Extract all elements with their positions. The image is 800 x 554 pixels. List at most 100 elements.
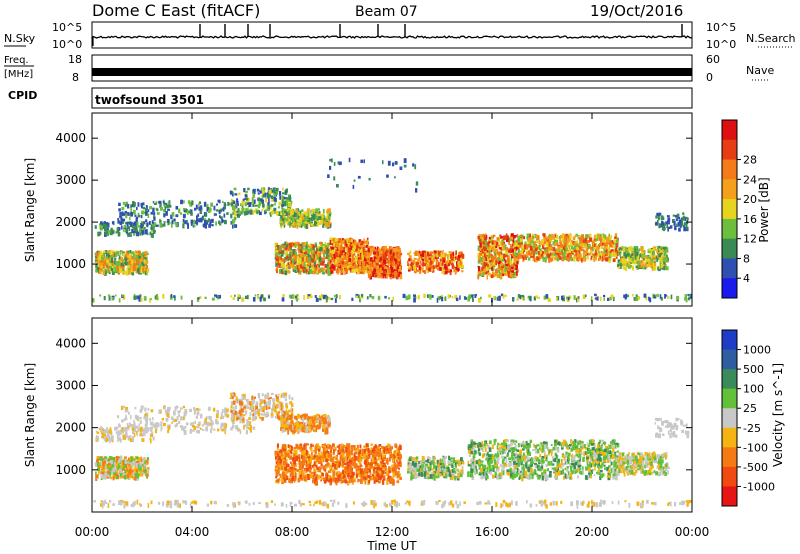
range-gate-cell [351, 297, 354, 301]
range-gate-cell [387, 267, 391, 271]
range-gate-cell [522, 236, 526, 240]
range-gate-cell [257, 192, 260, 195]
range-gate-cell [485, 235, 488, 240]
range-gate-cell [656, 245, 660, 251]
range-gate-cell [489, 260, 492, 263]
range-gate-cell [128, 255, 132, 258]
range-gate-cell [331, 249, 335, 255]
range-gate-cell [477, 253, 480, 258]
range-gate-cell [662, 226, 666, 229]
range-gate-cell [144, 257, 147, 260]
range-gate-cell [359, 297, 361, 303]
range-gate-cell [650, 253, 652, 257]
range-gate-cell [223, 213, 226, 218]
range-gate-cell [380, 269, 384, 274]
range-gate-cell [566, 257, 570, 261]
range-gate-cell [511, 264, 513, 267]
range-gate-cell [234, 208, 237, 214]
power-frame [91, 112, 693, 307]
range-gate-cell [150, 224, 153, 229]
range-gate-cell [665, 252, 668, 255]
range-gate-cell [559, 244, 562, 248]
range-gate-cell [282, 263, 286, 268]
range-gate-cell [277, 206, 280, 209]
range-gate-cell [590, 296, 593, 302]
range-gate-cell [313, 213, 316, 218]
range-gate-cell [536, 239, 539, 243]
range-gate-cell [268, 193, 271, 198]
range-gate-cell [638, 248, 641, 252]
range-gate-cell [119, 250, 122, 255]
range-gate-cell [305, 257, 309, 262]
range-gate-cell [612, 249, 616, 255]
range-gate-cell [302, 257, 304, 262]
range-gate-cell [109, 260, 111, 264]
range-gate-cell [464, 297, 467, 300]
range-gate-cell [132, 202, 136, 207]
range-gate-cell [567, 243, 569, 248]
range-gate-cell [661, 221, 664, 225]
range-gate-cell [292, 249, 295, 254]
freq-tick-bottom: 8 [72, 71, 79, 84]
range-gate-cell [610, 234, 613, 239]
range-gate-cell [229, 190, 232, 193]
range-gate-cell [341, 240, 344, 245]
range-gate-cell [209, 219, 213, 222]
range-gate-cell [454, 266, 458, 270]
range-gate-cell [133, 226, 136, 232]
range-gate-cell [128, 256, 131, 260]
range-gate-cell [282, 267, 285, 272]
range-gate-cell [676, 295, 680, 301]
range-gate-cell [397, 249, 400, 253]
range-gate-cell [487, 247, 490, 251]
range-gate-cell [163, 221, 166, 226]
range-gate-cell [497, 257, 501, 261]
range-gate-cell [613, 245, 616, 249]
range-gate-cell [121, 260, 124, 265]
range-gate-cell [493, 250, 497, 255]
range-gate-cell [575, 246, 579, 250]
range-gate-cell [305, 241, 308, 247]
range-gate-cell [219, 215, 221, 218]
range-gate-cell [677, 222, 681, 227]
range-gate-cell [293, 249, 297, 252]
range-gate-cell [102, 250, 106, 253]
range-gate-cell [365, 244, 369, 248]
range-gate-cell [517, 249, 520, 253]
range-gate-cell [354, 268, 358, 273]
range-gate-cell [390, 271, 393, 276]
range-gate-cell [486, 246, 489, 251]
range-gate-cell [612, 258, 616, 262]
range-gate-cell [119, 212, 122, 216]
range-gate-cell [356, 265, 359, 268]
range-gate-cell [285, 242, 289, 248]
range-gate-cell [106, 222, 110, 228]
range-gate-cell [302, 247, 305, 250]
range-gate-cell [425, 261, 428, 265]
range-gate-cell [566, 298, 570, 302]
range-gate-cell [419, 266, 422, 270]
colorbar-tick-label: 16 [743, 213, 757, 226]
freq-units: [MHz] [4, 69, 33, 80]
range-gate-cell [626, 256, 629, 259]
range-gate-cell [118, 208, 121, 212]
range-gate-cell [384, 266, 388, 269]
range-gate-cell [574, 241, 577, 246]
range-gate-cell [529, 240, 532, 246]
colorbar-tick-label: 4 [743, 272, 750, 285]
range-gate-cell [206, 220, 209, 225]
range-gate-cell [653, 255, 656, 260]
range-gate-cell [576, 244, 580, 247]
range-gate-cell [288, 294, 292, 298]
range-gate-cell [262, 203, 265, 208]
range-gate-cell [461, 253, 464, 257]
range-gate-cell [666, 224, 668, 228]
range-gate-cell [444, 254, 448, 257]
range-gate-cell [146, 232, 149, 236]
range-gate-cell [238, 192, 241, 196]
range-gate-cell [432, 265, 435, 269]
range-gate-cell [496, 242, 499, 246]
range-gate-cell [277, 245, 280, 248]
range-gate-cell [665, 294, 668, 297]
range-gate-cell [548, 236, 552, 241]
